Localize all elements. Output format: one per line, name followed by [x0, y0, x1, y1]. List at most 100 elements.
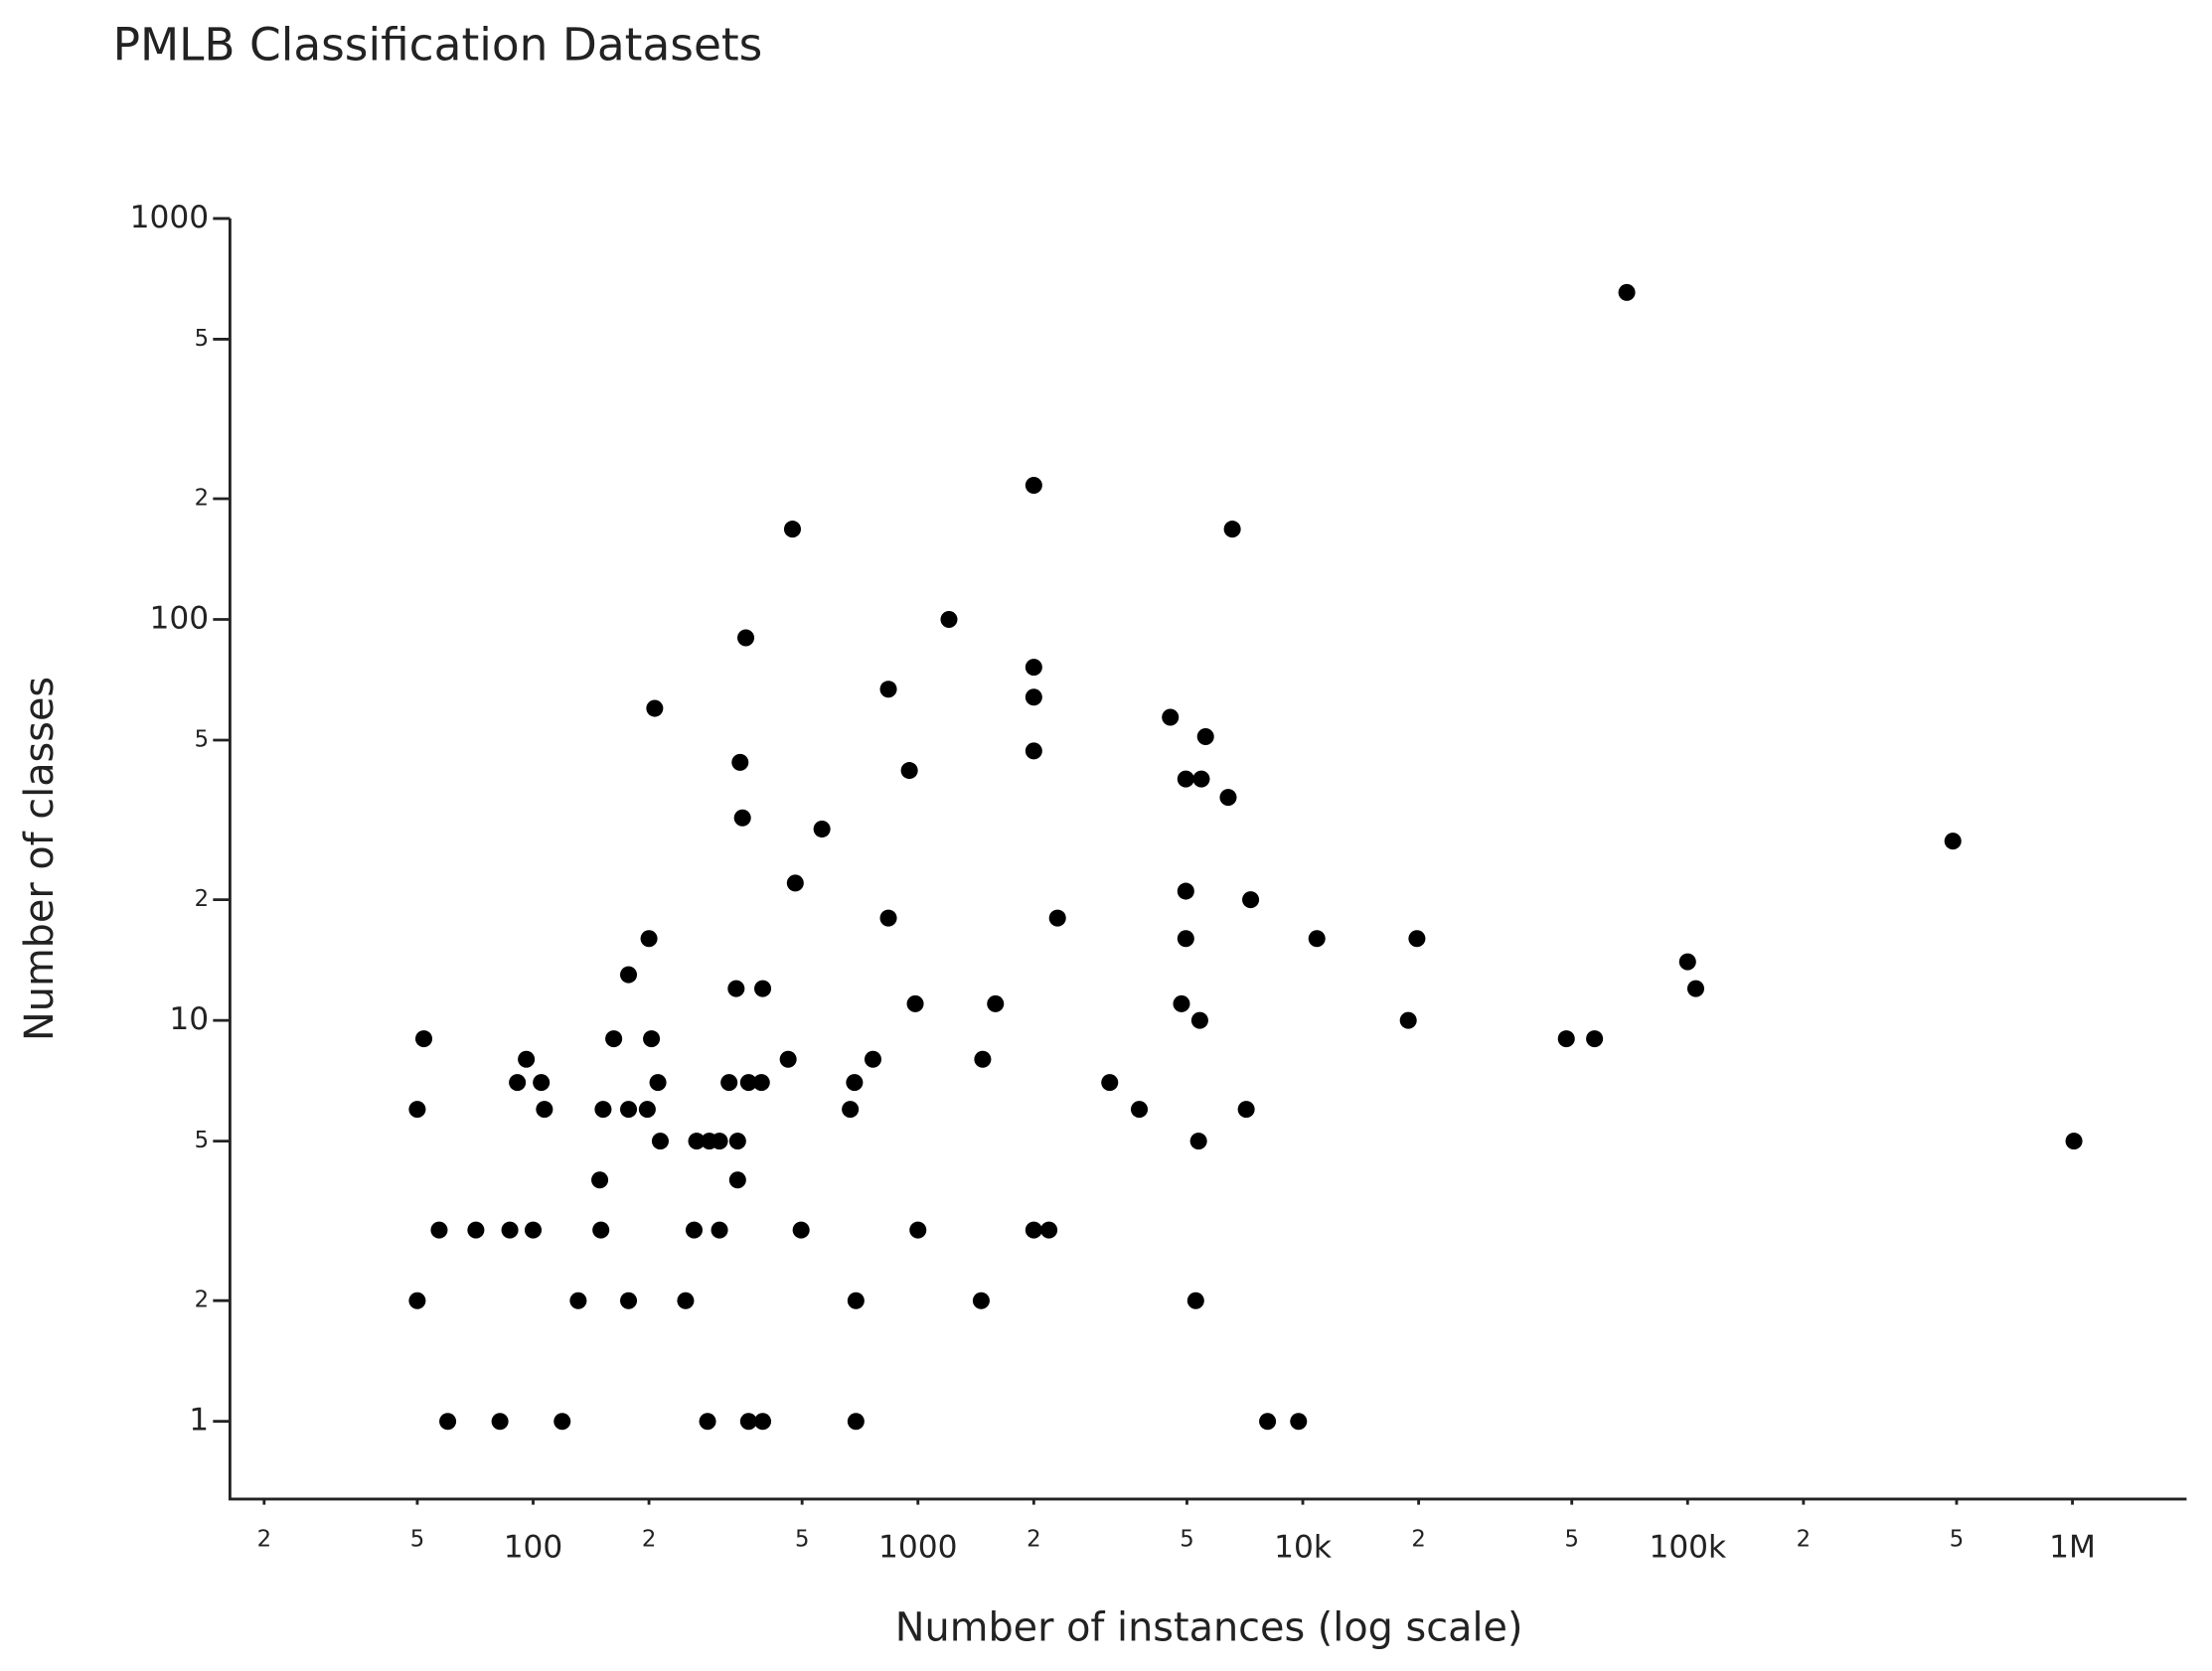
- point: [688, 1133, 706, 1150]
- point: [1025, 742, 1042, 760]
- point: [727, 980, 745, 997]
- y-tick-label: 100: [150, 601, 210, 637]
- point: [864, 1050, 882, 1068]
- point: [491, 1413, 509, 1431]
- point: [605, 1030, 623, 1048]
- x-tick-label: 5: [1950, 1527, 1964, 1553]
- point: [1399, 1011, 1417, 1029]
- point: [1678, 953, 1696, 971]
- point: [846, 1074, 864, 1092]
- x-tick-label: 5: [1564, 1527, 1578, 1553]
- point: [909, 1221, 927, 1239]
- point: [524, 1221, 543, 1239]
- point: [972, 1291, 990, 1309]
- point: [408, 1291, 426, 1309]
- y-tick-label: 1000: [130, 200, 209, 235]
- point: [651, 1133, 669, 1150]
- point: [591, 1171, 609, 1189]
- point: [1223, 521, 1241, 538]
- point: [847, 1413, 865, 1431]
- point: [1586, 1030, 1604, 1048]
- point: [1290, 1413, 1308, 1431]
- point: [1173, 994, 1190, 1012]
- point: [1557, 1030, 1575, 1048]
- point: [879, 909, 897, 927]
- point: [553, 1413, 571, 1431]
- axes: [228, 218, 2187, 1501]
- point: [439, 1413, 457, 1431]
- point: [711, 1221, 728, 1239]
- point: [1259, 1413, 1277, 1431]
- point: [879, 681, 897, 698]
- point: [1177, 930, 1194, 948]
- point: [1686, 980, 1705, 997]
- y-tick-label: 2: [195, 1288, 209, 1313]
- point: [649, 1074, 667, 1092]
- point: [1308, 930, 1326, 948]
- x-tick-label: 2: [1411, 1527, 1425, 1553]
- point: [1944, 833, 1962, 850]
- point: [414, 1030, 433, 1048]
- point: [640, 930, 658, 948]
- point: [728, 1133, 746, 1150]
- point: [1101, 1074, 1119, 1092]
- point: [646, 699, 664, 717]
- point: [900, 762, 918, 780]
- point: [1189, 1133, 1207, 1150]
- y-tick-label: 5: [195, 326, 209, 352]
- point: [533, 1074, 551, 1092]
- point: [711, 1133, 728, 1150]
- x-tick-label: 2: [1797, 1527, 1811, 1553]
- point: [720, 1074, 738, 1092]
- chart-title: PMLB Classification Datasets: [113, 19, 763, 72]
- point: [754, 1413, 772, 1431]
- x-tick-label: 5: [795, 1527, 809, 1553]
- point: [2065, 1133, 2083, 1150]
- point: [737, 629, 755, 647]
- y-tick-label: 2: [195, 886, 209, 912]
- point: [1025, 688, 1042, 706]
- y-tick-label: 2: [195, 486, 209, 512]
- point: [1177, 882, 1194, 900]
- x-tick-label: 2: [642, 1527, 656, 1553]
- point: [1130, 1101, 1149, 1119]
- point: [1025, 659, 1042, 677]
- point: [779, 1050, 797, 1068]
- point: [1048, 909, 1066, 927]
- point: [467, 1221, 485, 1239]
- point: [1190, 1011, 1208, 1029]
- point: [430, 1221, 448, 1239]
- point: [620, 966, 638, 984]
- x-tick-label: 10k: [1274, 1530, 1332, 1566]
- point: [1408, 930, 1426, 948]
- point: [1186, 1291, 1204, 1309]
- point: [1219, 789, 1237, 807]
- point: [509, 1074, 527, 1092]
- point: [1162, 708, 1180, 726]
- point: [643, 1030, 661, 1048]
- point: [940, 610, 958, 629]
- point: [638, 1101, 656, 1119]
- point: [733, 809, 751, 827]
- point: [569, 1291, 587, 1309]
- point: [1242, 891, 1260, 909]
- point: [754, 980, 772, 997]
- point: [408, 1101, 426, 1119]
- point: [620, 1291, 638, 1309]
- y-tick-label: 10: [169, 1001, 209, 1037]
- point: [1177, 770, 1194, 788]
- x-axis-label: Number of instances (log scale): [895, 1604, 1523, 1650]
- point: [1025, 1221, 1042, 1239]
- x-tick-label: 5: [1180, 1527, 1193, 1553]
- point: [501, 1221, 519, 1239]
- y-tick-label: 1: [189, 1403, 209, 1439]
- point: [1040, 1221, 1058, 1239]
- point: [536, 1101, 553, 1119]
- x-tick-label: 100k: [1649, 1530, 1726, 1566]
- x-tick-label: 100: [504, 1530, 563, 1566]
- x-tick-label: 5: [410, 1527, 424, 1553]
- point: [842, 1101, 860, 1119]
- point: [594, 1101, 612, 1119]
- point: [783, 521, 802, 538]
